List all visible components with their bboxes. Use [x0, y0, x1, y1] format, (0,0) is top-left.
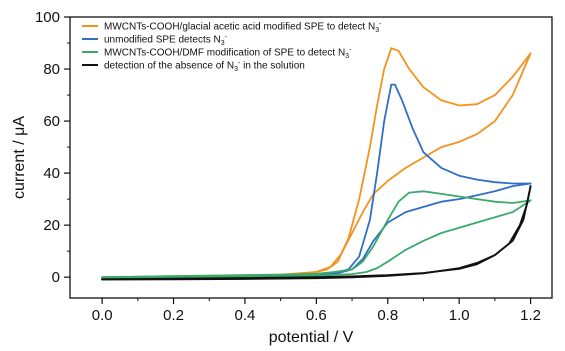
legend-superscript: -	[225, 34, 228, 41]
x-tick-label: 0.2	[163, 307, 184, 324]
y-tick-label: 20	[43, 217, 60, 234]
legend-superscript: -	[379, 21, 382, 28]
x-axis: 0.0 0.2 0.4 0.6 0.8 1.0 1.2	[92, 298, 541, 324]
legend: MWCNTs-COOH/glacial acetic acid modified…	[82, 21, 382, 73]
y-axis: 0 20 40 60 80 100	[35, 9, 70, 286]
x-tick-label: 0.0	[92, 307, 113, 324]
legend-main-text: MWCNTs-COOH/glacial acetic acid modified…	[104, 22, 375, 33]
legend-main-text: detection of the absence of N	[104, 61, 234, 72]
legend-main-text: MWCNTs-COOH/DMF modification of SPE to d…	[104, 48, 345, 59]
y-tick-label: 60	[43, 113, 60, 130]
legend-subscript: 3	[345, 53, 349, 60]
legend-main-text: unmodified SPE detects N	[104, 35, 221, 46]
legend-subscript: 3	[221, 40, 225, 47]
x-tick-label: 0.4	[235, 307, 256, 324]
x-tick-label: 0.6	[306, 307, 327, 324]
legend-superscript: -	[349, 47, 352, 54]
x-tick-label: 0.8	[377, 307, 398, 324]
legend-tail-text: in the solution	[240, 61, 305, 72]
series-line-4-reverse	[101, 185, 532, 281]
x-tick-label: 1.0	[449, 307, 470, 324]
legend-entry-2: unmodified SPE detects N3-	[104, 34, 228, 47]
x-axis-title: potential / V	[269, 329, 354, 346]
y-tick-label: 80	[43, 61, 60, 78]
series-line-3-forward	[101, 190, 532, 279]
y-tick-label: 40	[43, 165, 60, 182]
legend-subscript: 3	[375, 27, 379, 34]
y-tick-label: 100	[35, 9, 60, 26]
legend-entry-1: MWCNTs-COOH/glacial acetic acid modified…	[104, 21, 382, 34]
series-line-3-reverse	[101, 199, 532, 279]
y-tick-label: 0	[52, 269, 60, 286]
legend-entry-3: MWCNTs-COOH/DMF modification of SPE to d…	[104, 47, 352, 60]
y-axis-title: current / μA	[11, 116, 28, 199]
x-tick-label: 1.2	[520, 307, 541, 324]
legend-superscript: -	[238, 60, 241, 67]
legend-subscript: 3	[234, 66, 238, 73]
legend-entry-4: detection of the absence of N3- in the s…	[104, 60, 305, 73]
plot-lines	[101, 47, 532, 281]
plot-frame	[69, 16, 553, 299]
